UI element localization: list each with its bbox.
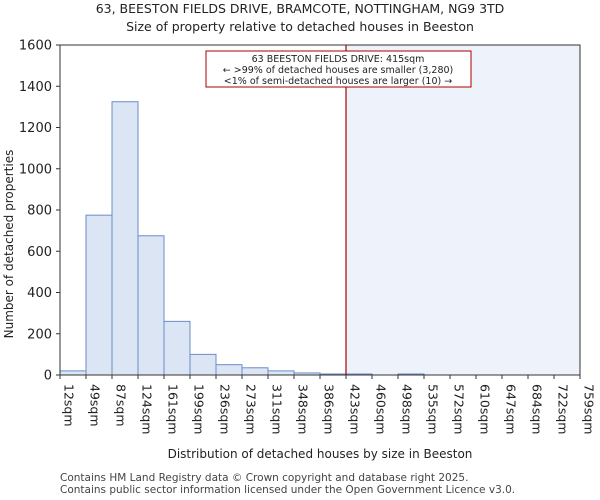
x-tick-label-273sqm: 273sqm xyxy=(244,384,259,434)
bar-311sqm xyxy=(267,370,295,376)
x-tick-label-722sqm: 722sqm xyxy=(556,384,571,434)
bar-87sqm xyxy=(111,101,139,376)
annotation-line-1: 63 BEESTON FIELDS DRIVE: 415sqm xyxy=(252,54,425,65)
x-tick-label-498sqm: 498sqm xyxy=(400,384,415,434)
x-tick-label-610sqm: 610sqm xyxy=(478,384,493,434)
bar-236sqm xyxy=(215,364,243,376)
x-tick-label-647sqm: 647sqm xyxy=(504,384,519,434)
x-tick-label-572sqm: 572sqm xyxy=(452,384,467,434)
y-tick-label-1200: 1200 xyxy=(19,121,52,136)
y-tick-label-1400: 1400 xyxy=(19,80,52,95)
x-tick-label-199sqm: 199sqm xyxy=(192,384,207,434)
y-tick-label-200: 200 xyxy=(27,327,52,342)
x-tick-label-49sqm: 49sqm xyxy=(88,384,103,427)
x-axis-label: Distribution of detached houses by size … xyxy=(168,447,473,461)
x-tick-label-460sqm: 460sqm xyxy=(374,384,389,434)
x-tick-label-12sqm: 12sqm xyxy=(62,384,77,427)
x-tick-label-161sqm: 161sqm xyxy=(166,384,181,434)
y-axis-label: Number of detached properties xyxy=(2,150,16,339)
y-tick-label-1000: 1000 xyxy=(19,162,52,177)
bar-124sqm xyxy=(137,235,165,376)
x-tick-label-759sqm: 759sqm xyxy=(582,384,597,434)
bar-199sqm xyxy=(189,353,217,376)
highlight-region xyxy=(346,45,580,375)
x-tick-label-386sqm: 386sqm xyxy=(322,384,337,434)
x-tick-label-348sqm: 348sqm xyxy=(296,384,311,434)
y-tick-label-1600: 1600 xyxy=(19,39,52,54)
bar-12sqm xyxy=(59,370,87,376)
x-tick-label-124sqm: 124sqm xyxy=(140,384,155,434)
annotation-box: 63 BEESTON FIELDS DRIVE: 415sqm ← >99% o… xyxy=(205,50,472,88)
x-tick-label-87sqm: 87sqm xyxy=(114,384,129,427)
y-tick-label-600: 600 xyxy=(27,245,52,260)
bar-161sqm xyxy=(163,320,191,376)
bar-273sqm xyxy=(241,367,269,376)
y-tick-label-800: 800 xyxy=(27,204,52,219)
x-tick-label-311sqm: 311sqm xyxy=(270,384,285,434)
x-tick-label-423sqm: 423sqm xyxy=(348,384,363,434)
histogram-chart: 0 200 400 600 800 1000 1200 1400 1600 12sqm 49sqm… xyxy=(2,1,597,461)
y-tick-label-400: 400 xyxy=(27,286,52,301)
footer-line-2: Contains public sector information licen… xyxy=(60,484,516,496)
x-tick-label-535sqm: 535sqm xyxy=(426,384,441,434)
chart-subtitle: Size of property relative to detached ho… xyxy=(126,19,474,34)
x-tick-label-236sqm: 236sqm xyxy=(218,384,233,434)
y-tick-label-0: 0 xyxy=(44,369,52,384)
annotation-line-2: ← >99% of detached houses are smaller (3… xyxy=(223,65,454,76)
x-tick-label-684sqm: 684sqm xyxy=(530,384,545,434)
footer-line-1: Contains HM Land Registry data © Crown c… xyxy=(60,472,469,484)
bar-49sqm xyxy=(85,214,113,376)
annotation-line-3: <1% of semi-detached houses are larger (… xyxy=(224,76,452,87)
chart-title: 63, BEESTON FIELDS DRIVE, BRAMCOTE, NOTT… xyxy=(96,1,505,16)
